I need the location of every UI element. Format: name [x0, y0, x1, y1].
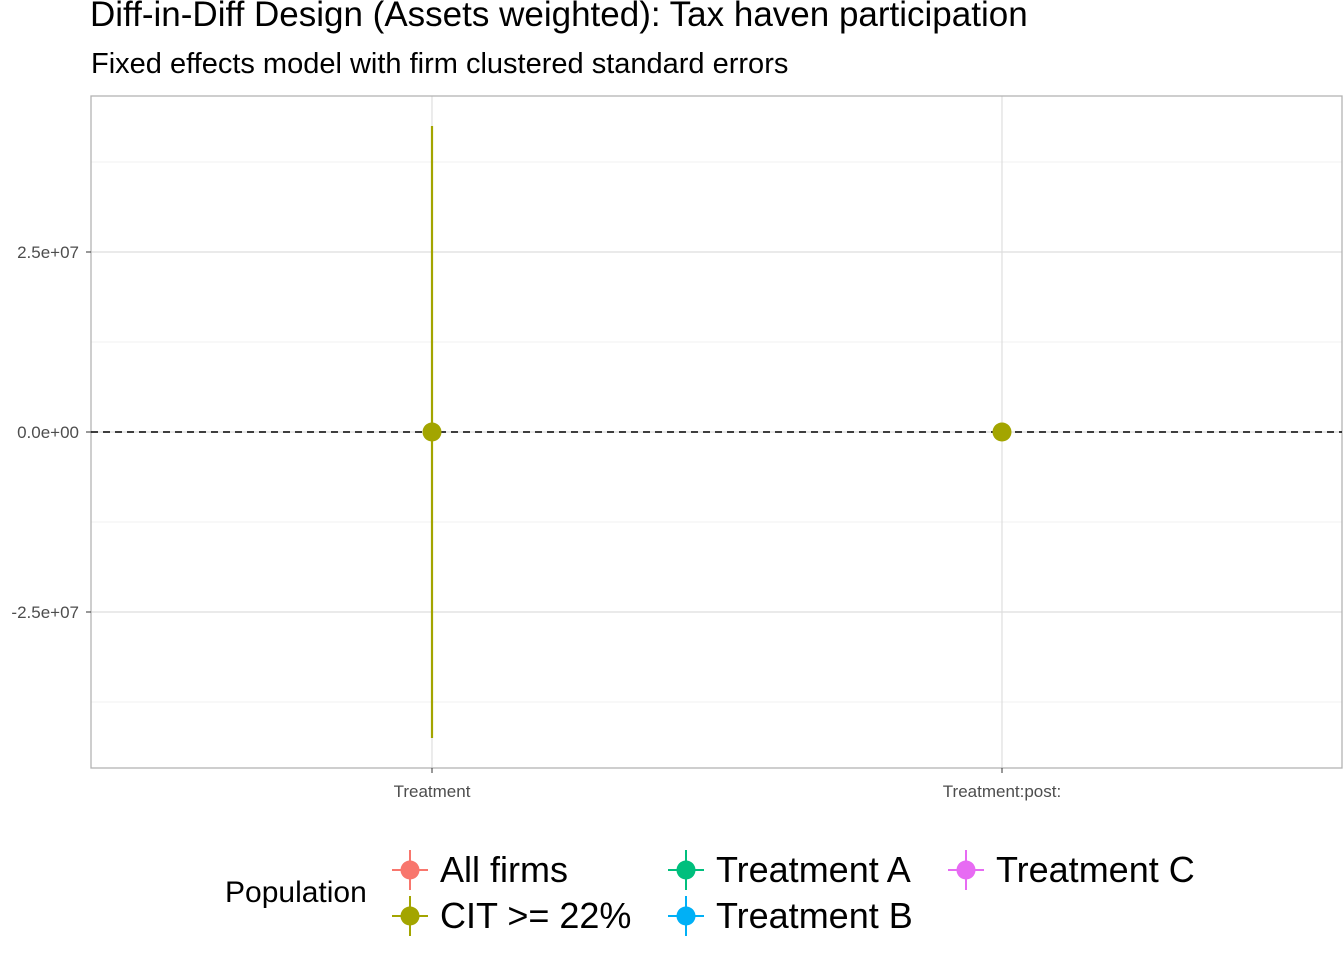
- legend-symbol-3: [668, 896, 704, 936]
- legend-item-all-firms: All firms: [390, 847, 568, 893]
- legend-item-treatment-b: Treatment B: [666, 893, 913, 939]
- legend-symbol-0: [392, 850, 428, 890]
- x-tick-label-0: Treatment: [394, 782, 471, 801]
- legend-label-all-firms: All firms: [440, 849, 568, 890]
- legend-label-cit: CIT >= 22%: [440, 895, 632, 936]
- legend-symbol-1: [392, 896, 428, 936]
- legend-key-treatment-c: [946, 847, 986, 893]
- legend-item-cit: CIT >= 22%: [390, 893, 631, 939]
- legend-label-treatment-b: Treatment B: [716, 895, 913, 936]
- y-tick-label-0: 2.5e+07: [17, 243, 79, 262]
- legend-key-all-firms: [390, 847, 430, 893]
- legend-symbol-4: [948, 850, 984, 890]
- legend-item-treatment-c: Treatment C: [946, 847, 1195, 893]
- chart-subtitle: Fixed effects model with firm clustered …: [91, 48, 789, 80]
- y-tick-label-1: 0.0e+00: [17, 423, 79, 442]
- legend-label-treatment-c: Treatment C: [996, 849, 1195, 890]
- legend-key-treatment-a: [666, 847, 706, 893]
- legend-key-cit: [390, 893, 430, 939]
- legend-item-treatment-a: Treatment A: [666, 847, 911, 893]
- y-tick-label-2: -2.5e+07: [11, 603, 79, 622]
- x-tick-label-1: Treatment:post:: [943, 782, 1061, 801]
- legend-title: Population: [225, 876, 367, 909]
- estimate-point-0-1: [992, 422, 1012, 442]
- chart-title: Diff-in-Diff Design (Assets weighted): T…: [90, 0, 1028, 34]
- legend-symbol-2: [668, 850, 704, 890]
- legend-key-treatment-b: [666, 893, 706, 939]
- legend-label-treatment-a: Treatment A: [716, 849, 911, 890]
- estimate-point-0-0: [422, 422, 442, 442]
